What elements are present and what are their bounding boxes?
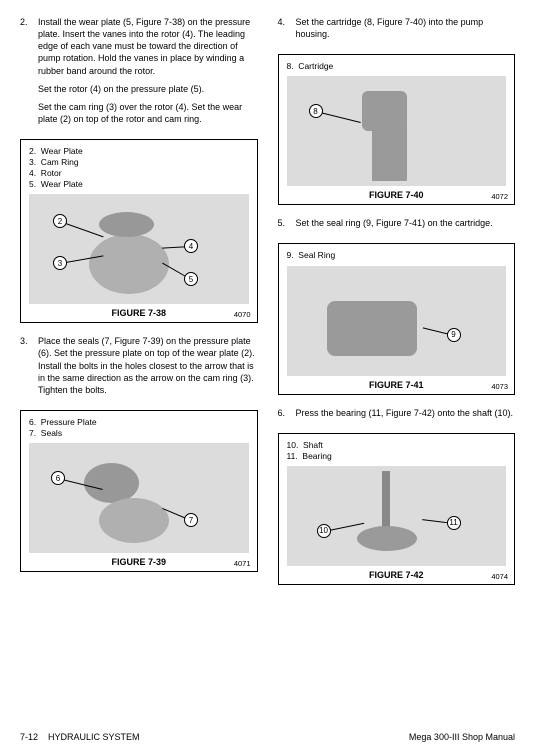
step-number: 4. — [278, 16, 296, 46]
step-5: 5. Set the seal ring (9, Figure 7-41) on… — [278, 217, 516, 235]
callout-label: 6 — [51, 471, 65, 485]
figure-legend: 9. Seal Ring — [287, 250, 507, 261]
figure-image: 9 — [287, 266, 507, 376]
figure-caption: FIGURE 7-41 — [287, 380, 507, 390]
figure-7-40: 8. Cartridge 8 FIGURE 7-40 4072 — [278, 54, 516, 205]
figure-legend: 8. Cartridge — [287, 61, 507, 72]
paragraph: Set the seal ring (9, Figure 7-41) on th… — [296, 217, 516, 229]
step-6: 6. Press the bearing (11, Figure 7-42) o… — [278, 407, 516, 425]
paragraph: Set the rotor (4) on the pressure plate … — [38, 83, 258, 95]
figure-7-42: 10. Shaft 11. Bearing 10 11 FIGURE 7-42 4… — [278, 433, 516, 585]
figure-image: 10 11 — [287, 466, 507, 566]
step-3: 3. Place the seals (7, Figure 7-39) on t… — [20, 335, 258, 402]
callout-label: 2 — [53, 214, 67, 228]
step-number: 5. — [278, 217, 296, 235]
figure-id: 4074 — [491, 572, 508, 581]
figure-id: 4070 — [234, 310, 251, 319]
step-number: 6. — [278, 407, 296, 425]
step-text: Press the bearing (11, Figure 7-42) onto… — [296, 407, 516, 425]
figure-id: 4073 — [491, 382, 508, 391]
figure-image: 8 — [287, 76, 507, 186]
step-2: 2. Install the wear plate (5, Figure 7-3… — [20, 16, 258, 131]
step-number: 3. — [20, 335, 38, 402]
callout-label: 7 — [184, 513, 198, 527]
paragraph: Install the wear plate (5, Figure 7-38) … — [38, 16, 258, 77]
manual-title: Mega 300-III Shop Manual — [409, 732, 515, 742]
callout-label: 9 — [447, 328, 461, 342]
paragraph: Place the seals (7, Figure 7-39) on the … — [38, 335, 258, 396]
figure-id: 4072 — [491, 192, 508, 201]
step-text: Place the seals (7, Figure 7-39) on the … — [38, 335, 258, 402]
figure-caption: FIGURE 7-40 — [287, 190, 507, 200]
page-number: 7-12 — [20, 732, 38, 742]
figure-legend: 6. Pressure Plate 7. Seals — [29, 417, 249, 439]
callout-label: 10 — [317, 524, 331, 538]
callout-label: 5 — [184, 272, 198, 286]
page-footer: 7-12 HYDRAULIC SYSTEM Mega 300-III Shop … — [20, 732, 515, 742]
paragraph: Press the bearing (11, Figure 7-42) onto… — [296, 407, 516, 419]
callout-label: 8 — [309, 104, 323, 118]
step-text: Install the wear plate (5, Figure 7-38) … — [38, 16, 258, 131]
figure-7-38: 2. Wear Plate 3. Cam Ring 4. Rotor 5. We… — [20, 139, 258, 323]
callout-label: 4 — [184, 239, 198, 253]
paragraph: Set the cam ring (3) over the rotor (4).… — [38, 101, 258, 125]
figure-legend: 10. Shaft 11. Bearing — [287, 440, 507, 462]
figure-7-39: 6. Pressure Plate 7. Seals 67 FIGURE 7-3… — [20, 410, 258, 572]
figure-caption: FIGURE 7-39 — [29, 557, 249, 567]
figure-7-41: 9. Seal Ring 9 FIGURE 7-41 4073 — [278, 243, 516, 394]
figure-id: 4071 — [234, 559, 251, 568]
callout-label: 11 — [447, 516, 461, 530]
figure-image: 67 — [29, 443, 249, 553]
figure-caption: FIGURE 7-42 — [287, 570, 507, 580]
step-text: Set the seal ring (9, Figure 7-41) on th… — [296, 217, 516, 235]
paragraph: Set the cartridge (8, Figure 7-40) into … — [296, 16, 516, 40]
section-title: HYDRAULIC SYSTEM — [48, 732, 140, 742]
callout-label: 3 — [53, 256, 67, 270]
figure-legend: 2. Wear Plate 3. Cam Ring 4. Rotor 5. We… — [29, 146, 249, 190]
step-4: 4. Set the cartridge (8, Figure 7-40) in… — [278, 16, 516, 46]
step-number: 2. — [20, 16, 38, 131]
figure-image: 2 3 4 5 — [29, 194, 249, 304]
step-text: Set the cartridge (8, Figure 7-40) into … — [296, 16, 516, 46]
figure-caption: FIGURE 7-38 — [29, 308, 249, 318]
